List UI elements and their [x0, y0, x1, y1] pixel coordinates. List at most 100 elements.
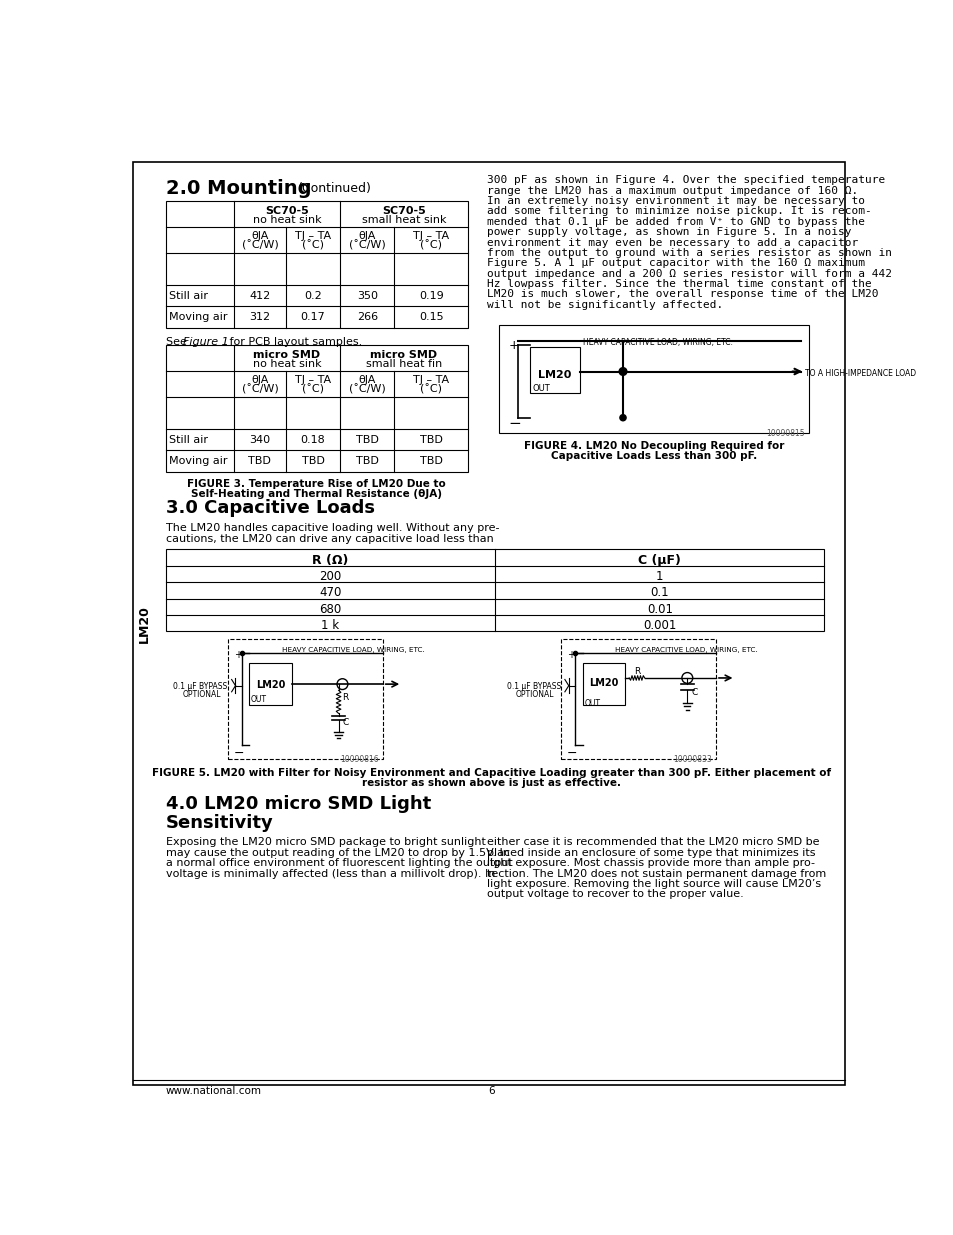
Text: θJA: θJA — [358, 374, 375, 384]
Text: 10090815: 10090815 — [765, 430, 804, 438]
Text: See: See — [166, 337, 190, 347]
Text: 0.2: 0.2 — [304, 291, 321, 301]
Text: 4.0 LM20 micro SMD Light: 4.0 LM20 micro SMD Light — [166, 795, 431, 813]
Text: OUT: OUT — [532, 384, 550, 393]
Text: 1 k: 1 k — [321, 619, 339, 631]
Text: The LM20 handles capacitive loading well. Without any pre-: The LM20 handles capacitive loading well… — [166, 524, 498, 534]
Text: SC70-5: SC70-5 — [265, 206, 309, 216]
Text: Still air: Still air — [169, 291, 208, 301]
Text: TBD: TBD — [419, 456, 442, 466]
Text: (˚C): (˚C) — [302, 384, 324, 394]
Text: (˚C/W): (˚C/W) — [241, 240, 278, 251]
Text: Exposing the LM20 micro SMD package to bright sunlight: Exposing the LM20 micro SMD package to b… — [166, 837, 485, 847]
Text: cautions, the LM20 can drive any capacitive load less than: cautions, the LM20 can drive any capacit… — [166, 534, 493, 543]
Text: a normal office environment of fluorescent lighting the output: a normal office environment of fluoresce… — [166, 858, 512, 868]
Text: 300 pF as shown in Figure 4. Over the specified temperature: 300 pF as shown in Figure 4. Over the sp… — [487, 175, 884, 185]
Bar — [166, 548, 823, 631]
Text: either case it is recommended that the LM20 micro SMD be: either case it is recommended that the L… — [487, 837, 819, 847]
Bar — [166, 345, 468, 472]
Text: θJA: θJA — [358, 231, 375, 241]
Text: light exposure. Most chassis provide more than ample pro-: light exposure. Most chassis provide mor… — [487, 858, 815, 868]
Text: (Continued): (Continued) — [297, 182, 371, 195]
Text: output impedance and a 200 Ω series resistor will form a 442: output impedance and a 200 Ω series resi… — [487, 269, 891, 279]
Text: TBD: TBD — [355, 436, 378, 446]
Text: (˚C/W): (˚C/W) — [241, 384, 278, 394]
Text: TJ – TA: TJ – TA — [413, 374, 449, 384]
Text: R: R — [633, 667, 639, 677]
Text: 312: 312 — [249, 312, 271, 322]
Text: 6: 6 — [487, 1086, 494, 1095]
Text: Capacitive Loads Less than 300 pF.: Capacitive Loads Less than 300 pF. — [550, 451, 757, 461]
Text: TO A HIGH-IMPEDANCE LOAD: TO A HIGH-IMPEDANCE LOAD — [804, 369, 915, 378]
Text: TJ – TA: TJ – TA — [294, 231, 331, 241]
Text: C (μF): C (μF) — [638, 555, 680, 567]
Bar — [560, 640, 716, 758]
Text: 0.19: 0.19 — [418, 291, 443, 301]
Text: TJ – TA: TJ – TA — [294, 374, 331, 384]
Bar — [498, 325, 808, 433]
Bar — [166, 200, 468, 327]
Text: HEAVY CAPACITIVE LOAD, WIRING, ETC.: HEAVY CAPACITIVE LOAD, WIRING, ETC. — [615, 647, 758, 653]
Text: LM20: LM20 — [137, 605, 151, 643]
Text: −: − — [567, 746, 578, 760]
Text: Self-Heating and Thermal Resistance (θJA): Self-Heating and Thermal Resistance (θJA… — [192, 489, 442, 499]
Text: will not be significantly affected.: will not be significantly affected. — [487, 300, 723, 310]
Text: OPTIONAL: OPTIONAL — [516, 689, 554, 699]
Text: (˚C): (˚C) — [419, 240, 442, 251]
Text: FIGURE 3. Temperature Rise of LM20 Due to: FIGURE 3. Temperature Rise of LM20 Due t… — [188, 479, 446, 489]
Text: www.national.com: www.national.com — [166, 1086, 261, 1095]
Circle shape — [619, 415, 625, 421]
Text: 0.18: 0.18 — [300, 436, 325, 446]
Text: 0.001: 0.001 — [642, 619, 676, 631]
Text: 1: 1 — [656, 571, 663, 583]
Text: TJ – TA: TJ – TA — [413, 231, 449, 241]
Text: Figure 5. A 1 μF output capacitor with the 160 Ω maximum: Figure 5. A 1 μF output capacitor with t… — [487, 258, 864, 268]
Text: (˚C): (˚C) — [419, 384, 442, 394]
Text: Moving air: Moving air — [169, 312, 227, 322]
Text: 470: 470 — [319, 587, 341, 599]
Text: 200: 200 — [319, 571, 341, 583]
Text: LM20: LM20 — [589, 678, 618, 688]
Text: Still air: Still air — [169, 436, 208, 446]
Text: from the output to ground with a series resistor as shown in: from the output to ground with a series … — [487, 248, 891, 258]
Text: 0.17: 0.17 — [300, 312, 325, 322]
Text: FIGURE 5. LM20 with Filter for Noisy Environment and Capacitive Loading greater : FIGURE 5. LM20 with Filter for Noisy Env… — [152, 768, 830, 778]
Text: no heat sink: no heat sink — [253, 359, 321, 369]
Text: 680: 680 — [319, 603, 341, 615]
Text: 266: 266 — [356, 312, 377, 322]
Text: +: + — [567, 651, 575, 661]
Text: 0.15: 0.15 — [418, 312, 443, 322]
Text: may cause the output reading of the LM20 to drop by 1.5V. In: may cause the output reading of the LM20… — [166, 847, 509, 858]
Text: 10090833: 10090833 — [673, 755, 711, 764]
Text: SC70-5: SC70-5 — [382, 206, 425, 216]
Text: range the LM20 has a maximum output impedance of 160 Ω.: range the LM20 has a maximum output impe… — [487, 185, 858, 195]
Text: LM20: LM20 — [255, 680, 285, 690]
Text: 350: 350 — [356, 291, 377, 301]
Text: −: − — [508, 416, 520, 431]
Text: small heat sink: small heat sink — [361, 215, 446, 225]
Text: Sensitivity: Sensitivity — [166, 814, 274, 832]
Text: resistor as shown above is just as effective.: resistor as shown above is just as effec… — [361, 778, 620, 788]
Text: +: + — [508, 340, 518, 352]
Text: (˚C/W): (˚C/W) — [349, 240, 385, 251]
Text: HEAVY CAPACITIVE LOAD, WIRING, ETC.: HEAVY CAPACITIVE LOAD, WIRING, ETC. — [282, 647, 424, 653]
Text: no heat sink: no heat sink — [253, 215, 321, 225]
Bar — [582, 662, 624, 705]
Text: R: R — [342, 693, 349, 703]
Text: OPTIONAL: OPTIONAL — [183, 689, 221, 699]
Text: micro SMD: micro SMD — [370, 350, 437, 359]
Text: LM20: LM20 — [537, 370, 571, 380]
Circle shape — [618, 368, 626, 375]
Text: micro SMD: micro SMD — [253, 350, 320, 359]
Text: Hz lowpass filter. Since the thermal time constant of the: Hz lowpass filter. Since the thermal tim… — [487, 279, 871, 289]
Text: 3.0 Capacitive Loads: 3.0 Capacitive Loads — [166, 499, 375, 516]
Text: 0.1 μF BYPASS: 0.1 μF BYPASS — [506, 682, 560, 690]
Text: C: C — [342, 718, 349, 727]
Text: voltage is minimally affected (less than a millivolt drop). In: voltage is minimally affected (less than… — [166, 868, 495, 878]
Text: tection. The LM20 does not sustain permanent damage from: tection. The LM20 does not sustain perma… — [487, 868, 825, 878]
Text: LM20 is much slower, the overall response time of the LM20: LM20 is much slower, the overall respons… — [487, 289, 878, 300]
Text: θJA: θJA — [251, 231, 269, 241]
Text: +: + — [233, 651, 242, 661]
Text: 0.1: 0.1 — [650, 587, 668, 599]
Text: add some filtering to minimize noise pickup. It is recom-: add some filtering to minimize noise pic… — [487, 206, 871, 216]
